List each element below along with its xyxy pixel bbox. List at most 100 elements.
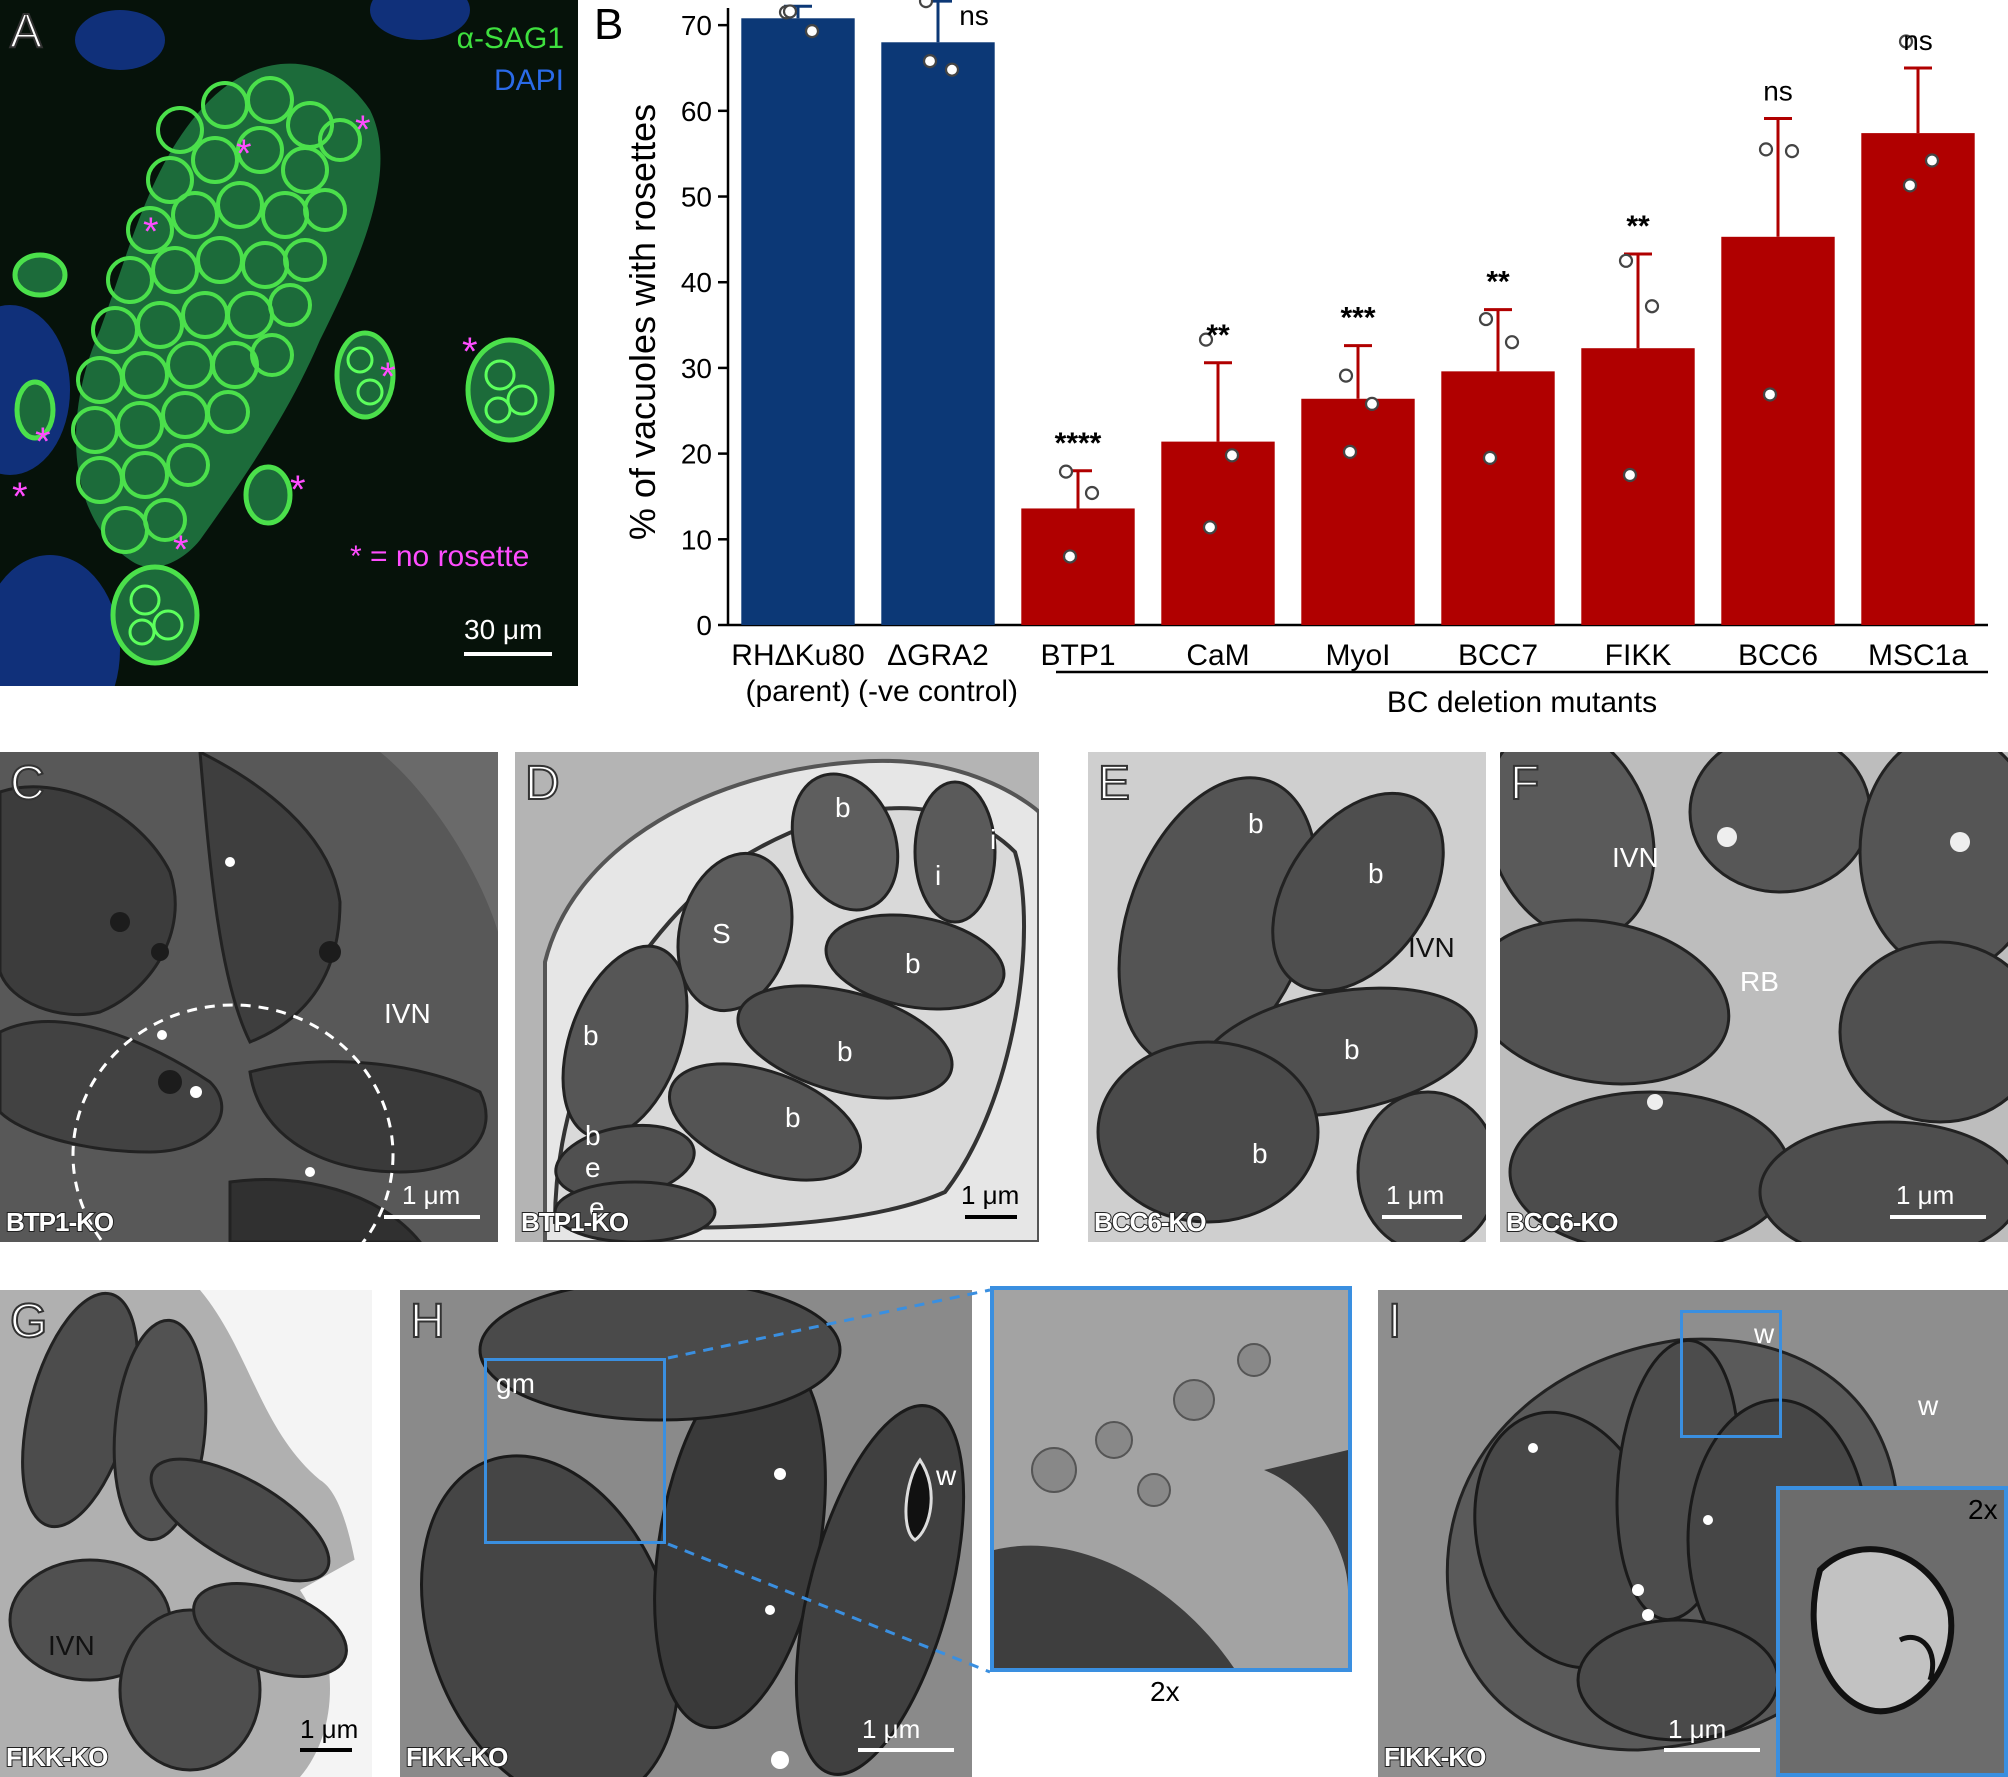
significance-label: ** — [1206, 319, 1230, 352]
x-tick-label: RHΔKu80 — [731, 639, 864, 672]
data-point — [944, 62, 960, 77]
x-tick-label: BCC6 — [1738, 639, 1818, 672]
organelle-label: b — [835, 792, 851, 823]
organelle-label: i — [935, 860, 942, 891]
y-tick-label: 30 — [681, 353, 712, 384]
legend-dapi: DAPI — [493, 64, 564, 97]
x-tick-label: (parent) — [745, 675, 850, 708]
data-point — [1924, 153, 1940, 168]
asterisk-marker: * — [355, 108, 371, 152]
scale-label: 1 μm — [862, 1714, 921, 1744]
bar — [741, 18, 855, 626]
asterisk-marker: * — [290, 468, 306, 512]
group-label: BC deletion mutants — [1387, 686, 1657, 719]
organelle-label: i — [990, 824, 997, 855]
panel-d-em: D b i i S b b b b b e e 1 μm BTP1-KO — [515, 752, 1039, 1242]
em-texture — [0, 1290, 372, 1777]
panel-i-em: I w w 2x 1 μm FIKK-KO — [1378, 1290, 2008, 1777]
organelle-label: b — [837, 1036, 853, 1067]
w-label: w — [936, 1460, 957, 1491]
data-point — [1762, 387, 1778, 402]
data-point — [1058, 464, 1074, 479]
bar — [1021, 508, 1135, 625]
panel-letter-c: C — [9, 756, 46, 811]
data-point — [1364, 396, 1380, 412]
asterisk-marker: * — [462, 330, 478, 374]
panel-letter-a: A — [9, 4, 43, 59]
data-point — [1644, 299, 1660, 314]
panel-letter-h: H — [409, 1294, 446, 1349]
inset-box — [484, 1358, 666, 1544]
bar — [881, 42, 995, 626]
data-point — [1784, 144, 1800, 159]
y-tick-label: 10 — [681, 524, 712, 555]
scale-label: 1 μm — [1386, 1180, 1445, 1210]
y-ticks: 0 10 20 30 40 50 60 70 — [681, 10, 728, 641]
y-axis-label: % of vacuoles with rosettes — [622, 104, 663, 540]
asterisk-marker: * — [35, 420, 51, 464]
data-point — [1342, 444, 1358, 459]
data-point — [1622, 467, 1638, 483]
asterisk-marker: * — [380, 355, 396, 399]
data-point — [1478, 311, 1494, 327]
panel-letter-d: D — [524, 756, 561, 811]
panel-g-em: G IVN 1 μm FIKK-KO — [0, 1290, 372, 1777]
scale-label: 1 μm — [402, 1180, 461, 1210]
significance-label: ns — [959, 0, 989, 31]
data-point — [1198, 332, 1214, 347]
panel-h-em: H gm w 1 μm FIKK-KO — [400, 1290, 972, 1777]
scale-label: 1 μm — [1896, 1180, 1955, 1210]
x-tick-labels: RHΔKu80(parent) ΔGRA2(-ve control) BTP1 CaM… — [731, 639, 1968, 708]
data-point — [918, 0, 934, 9]
panel-letter-f: F — [1509, 756, 1540, 811]
scale-bar — [384, 1215, 480, 1219]
gm-label: gm — [496, 1368, 535, 1399]
panel-e-em: E b b b b IVN 1 μm BCC6-KO — [1088, 752, 1486, 1242]
nucleus — [75, 10, 165, 70]
em-texture — [0, 752, 498, 1242]
bar — [1161, 441, 1275, 625]
strain-label: FIKK-KO — [5, 1741, 109, 1773]
y-tick-label: 50 — [681, 182, 712, 213]
asterisk-marker: * — [173, 528, 189, 572]
rb-label: RB — [1740, 966, 1779, 997]
data-point — [1902, 178, 1918, 193]
scale-bar — [965, 1215, 1017, 1219]
data-point — [1338, 368, 1354, 383]
data-point — [804, 24, 820, 39]
em-texture — [994, 1290, 1348, 1668]
bar — [1301, 398, 1415, 625]
data-point — [1618, 253, 1634, 268]
significance-label: *** — [1340, 302, 1375, 335]
strain-label: BCC6-KO — [1505, 1206, 1619, 1238]
significance-label: **** — [1055, 427, 1102, 460]
y-tick-label: 70 — [681, 10, 712, 41]
organelle-label: e — [585, 1152, 601, 1183]
organelle-label: b — [1248, 808, 1264, 839]
zoom-label: 2x — [1968, 1494, 1998, 1525]
data-point — [1758, 142, 1774, 157]
scale-bar — [858, 1748, 954, 1752]
organelle-label: b — [1368, 858, 1384, 889]
significance-label: ** — [1486, 266, 1510, 299]
x-tick-label: BCC7 — [1458, 639, 1538, 672]
data-point — [1504, 335, 1520, 350]
asterisk-marker: * — [143, 210, 159, 254]
strain-label: FIKK-KO — [1383, 1741, 1487, 1773]
panel-letter-b: B — [594, 0, 624, 49]
scale-bar — [1382, 1215, 1462, 1219]
asterisk-marker: * — [236, 132, 252, 176]
ivn-label: IVN — [384, 998, 431, 1029]
em-texture — [1088, 752, 1486, 1242]
panel-b-chart: B % of vacuoles with rosettes 0 10 20 30 40 5… — [578, 0, 2008, 720]
organelle-label: b — [585, 1120, 601, 1151]
panel-letter-e: E — [1097, 756, 1131, 811]
w-label: w — [1754, 1318, 1775, 1349]
data-point — [1062, 549, 1078, 564]
ivn-label: IVN — [48, 1630, 95, 1661]
em-texture — [1780, 1490, 2004, 1773]
nucleus — [370, 0, 470, 40]
scale-label: 1 μm — [300, 1714, 359, 1744]
strain-label: BTP1-KO — [5, 1206, 115, 1238]
y-tick-label: 0 — [696, 610, 712, 641]
